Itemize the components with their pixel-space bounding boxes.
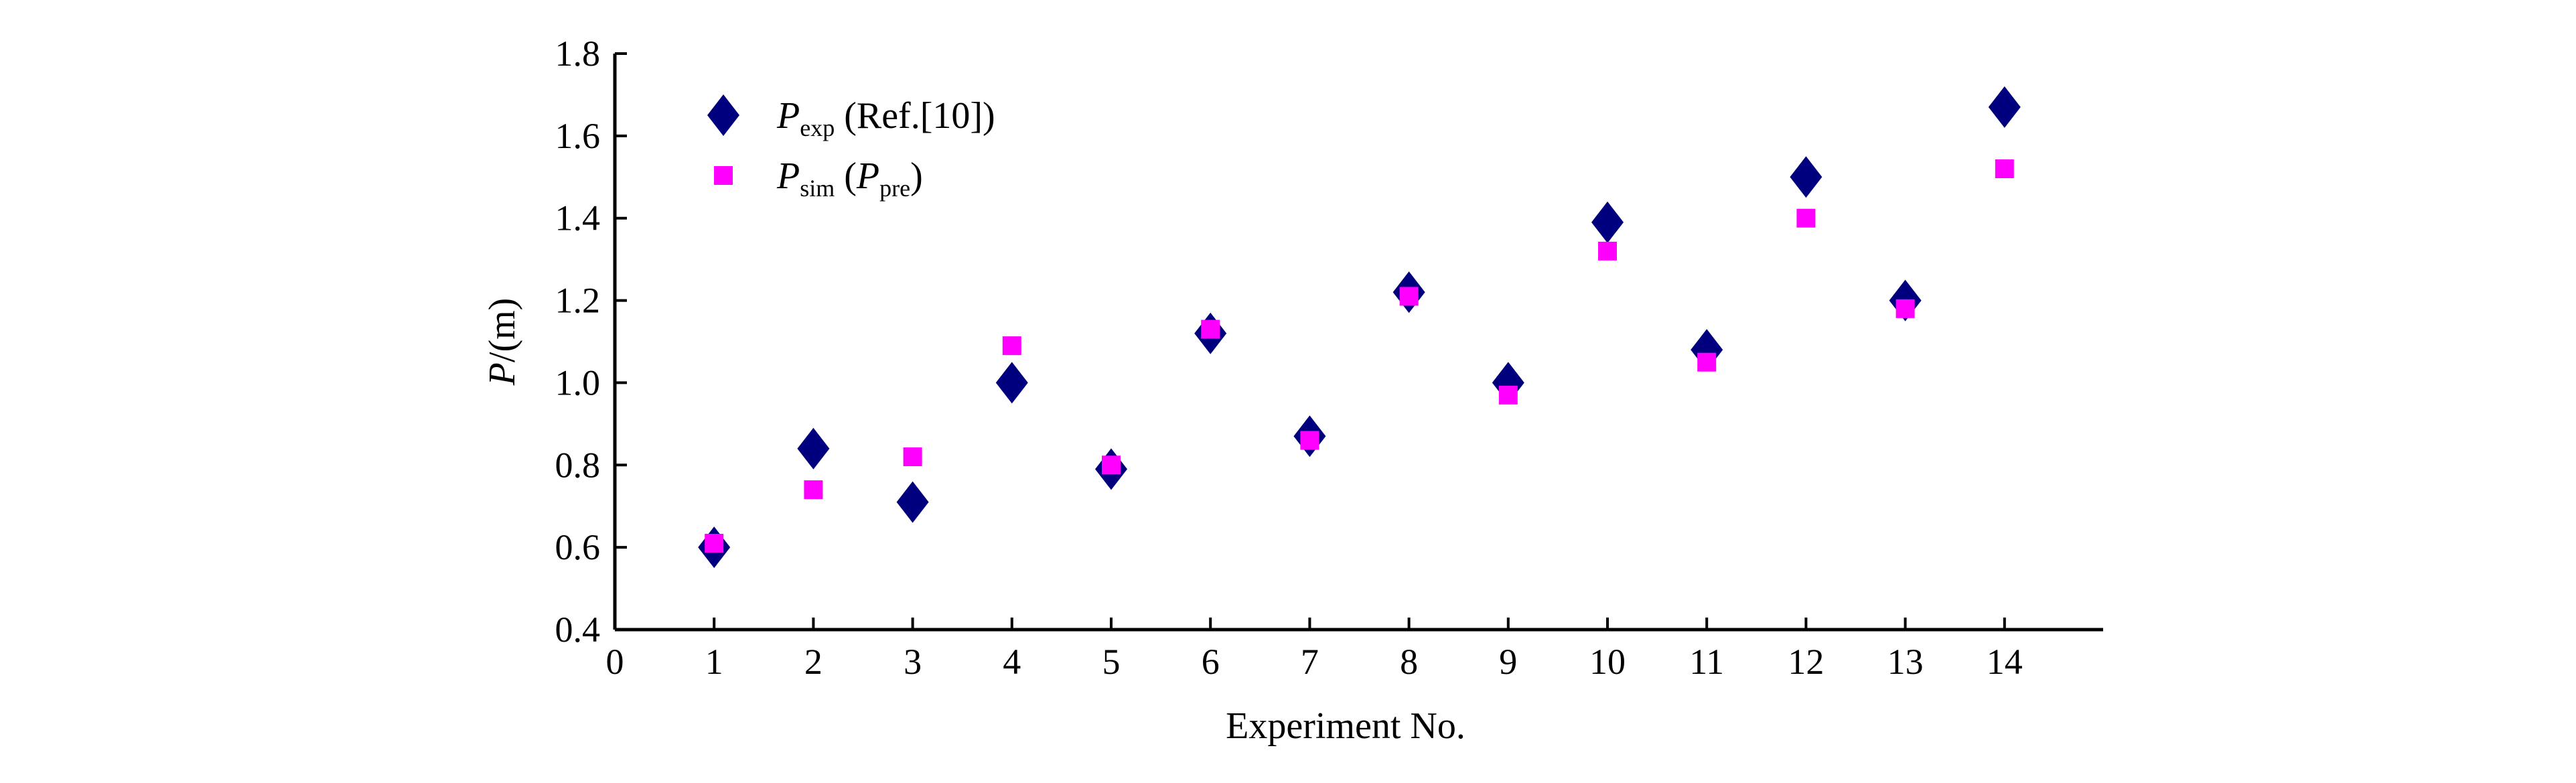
- x-tick-label: 5: [1102, 642, 1121, 682]
- sim-point: [1697, 352, 1717, 372]
- y-tick-label: 1.8: [555, 33, 601, 74]
- y-tick-label: 0.8: [555, 445, 601, 485]
- y-axis-title: P/(m): [482, 298, 523, 386]
- legend-symbol: P: [856, 155, 879, 197]
- legend-mid: (: [835, 155, 857, 197]
- ticks: 0.40.60.81.01.21.41.61.80 1 2 3 4 5 6 7 8 9 10 11 12…: [555, 33, 2023, 682]
- sim-point: [804, 480, 823, 500]
- axes: [613, 54, 2103, 632]
- sim-point: [1300, 431, 1319, 450]
- legend-suffix: ): [910, 155, 923, 197]
- x-tick-label: 2: [804, 642, 822, 682]
- x-tick-label: 10: [1589, 642, 1626, 682]
- sim-point: [1796, 208, 1816, 228]
- exp-point: [896, 481, 929, 523]
- x-tick-label: 14: [1987, 642, 2023, 682]
- legend-sim-label: Psim (Ppre): [776, 155, 923, 202]
- y-axis-symbol: P: [482, 362, 523, 386]
- exp-point: [797, 427, 830, 470]
- data-marks: [698, 86, 2021, 569]
- legend-subscript: pre: [879, 175, 910, 202]
- sim-point: [1498, 385, 1518, 405]
- exp-point: [1591, 201, 1624, 243]
- legend-exp-label: Pexp (Ref.[10]): [776, 95, 995, 141]
- sim-point: [1399, 287, 1419, 306]
- legend-exp-marker: [707, 94, 739, 136]
- y-axis-unit: /(m): [482, 298, 523, 362]
- axis-titles: Experiment No. P/(m): [482, 298, 1465, 747]
- exp-point: [995, 362, 1028, 404]
- legend-symbol: P: [776, 155, 800, 197]
- exp-point: [1988, 86, 2021, 128]
- sim-point: [1102, 455, 1121, 475]
- sim-point: [1995, 159, 2014, 178]
- sim-point: [705, 534, 724, 553]
- x-tick-label: 6: [1202, 642, 1220, 682]
- x-tick-label: 4: [1003, 642, 1021, 682]
- x-tick-label: 1: [705, 642, 723, 682]
- x-tick-label: 11: [1689, 642, 1724, 682]
- legend-subscript: sim: [800, 175, 835, 202]
- x-tick-label: 0: [606, 642, 624, 682]
- y-tick-label: 1.2: [555, 281, 601, 321]
- legend: Pexp (Ref.[10])Psim (Ppre): [707, 94, 995, 202]
- y-tick-label: 0.6: [555, 527, 601, 567]
- legend-suffix: (Ref.[10]): [835, 95, 995, 137]
- x-axis-title: Experiment No.: [1226, 705, 1465, 747]
- exp-point: [1790, 156, 1822, 198]
- x-tick-label: 13: [1887, 642, 1924, 682]
- sim-point: [1002, 336, 1021, 356]
- legend-sim-marker: [714, 166, 733, 185]
- x-tick-label: 3: [904, 642, 922, 682]
- y-tick-label: 0.4: [555, 610, 601, 650]
- legend-symbol: P: [776, 95, 800, 137]
- y-tick-label: 1.4: [555, 198, 601, 238]
- sim-point: [1201, 319, 1220, 339]
- x-tick-label: 7: [1301, 642, 1319, 682]
- sim-point: [903, 447, 922, 466]
- y-tick-label: 1.0: [555, 362, 601, 403]
- sim-point: [1895, 299, 1915, 318]
- x-tick-label: 8: [1400, 642, 1418, 682]
- sim-point: [1598, 241, 1617, 261]
- x-tick-label: 9: [1499, 642, 1517, 682]
- y-tick-label: 1.6: [555, 116, 601, 156]
- legend-subscript: exp: [800, 115, 835, 141]
- x-tick-label: 12: [1788, 642, 1824, 682]
